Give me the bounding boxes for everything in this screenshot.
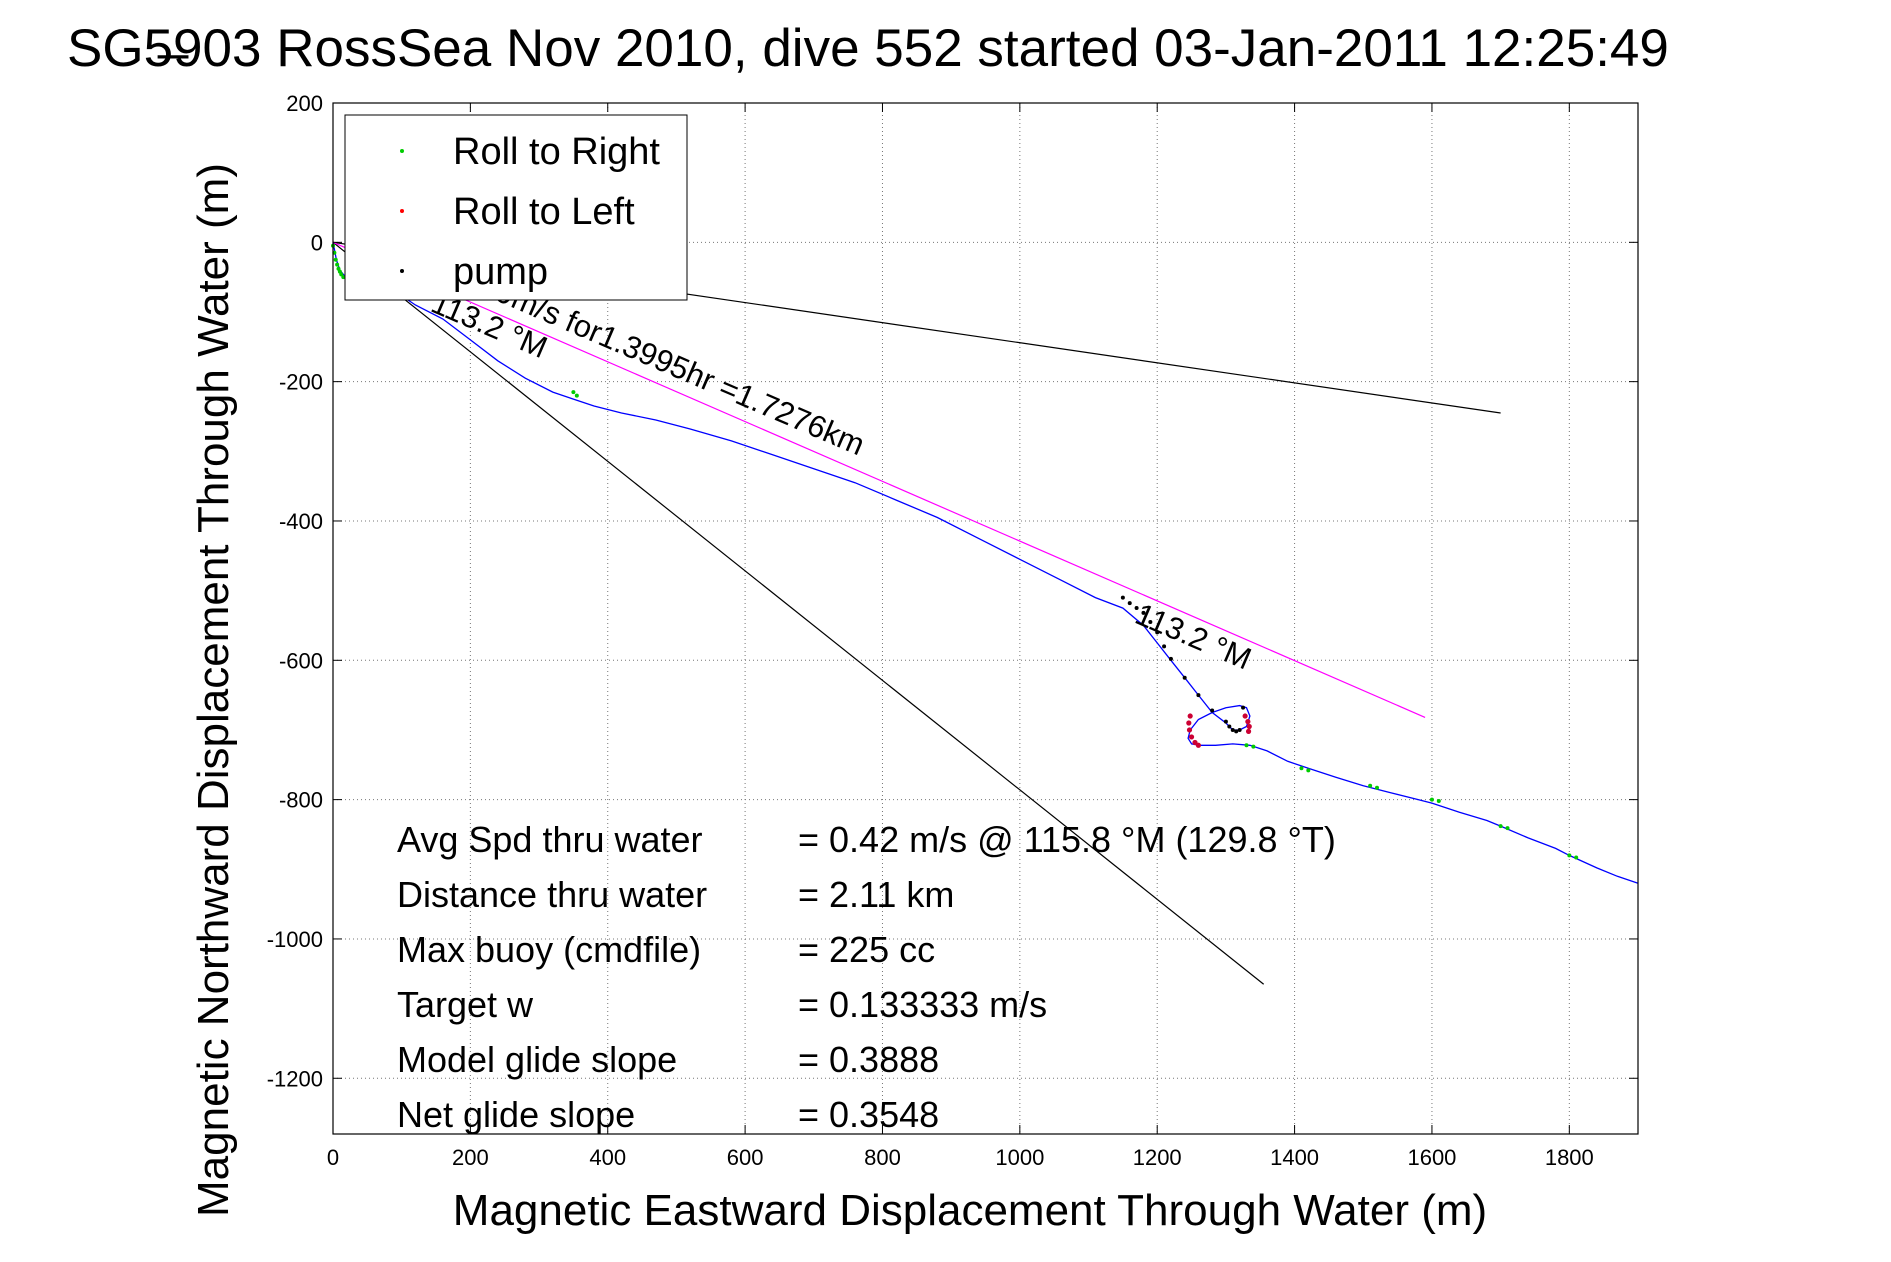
roll-right-point xyxy=(341,275,346,280)
stat-value: = 225 cc xyxy=(798,929,935,970)
y-tick-label: 0 xyxy=(311,230,323,255)
stat-label: Model glide slope xyxy=(397,1039,677,1080)
stat-value: = 0.3548 xyxy=(798,1094,939,1135)
pump-point xyxy=(1227,724,1232,729)
chart-title: SG5̶903 RossSea Nov 2010, dive 552 start… xyxy=(67,19,1669,78)
y-tick-label: -200 xyxy=(279,370,323,395)
heading-annotation: 113.2 °M xyxy=(1130,596,1256,676)
roll-left-point xyxy=(1245,728,1252,734)
pump-point xyxy=(1182,675,1187,680)
stat-label: Distance thru water xyxy=(397,874,707,915)
y-axis-label: Magnetic Northward Displacement Through … xyxy=(189,163,238,1217)
pump-point xyxy=(1141,610,1146,615)
roll-left-point xyxy=(1186,720,1192,726)
stat-value: = 2.11 km xyxy=(798,874,954,915)
y-tick-label: -1000 xyxy=(267,927,323,952)
roll-right-point xyxy=(339,272,344,277)
roll-right-point xyxy=(1375,785,1379,790)
roll-left-point xyxy=(1195,742,1202,748)
x-tick-label: 0 xyxy=(327,1145,339,1170)
roll-right-point xyxy=(335,262,340,267)
legend-marker xyxy=(400,149,404,153)
roll-right-point xyxy=(1244,743,1249,748)
roll-right-point xyxy=(1368,783,1373,788)
stat-label: Max buoy (cmdfile) xyxy=(397,929,701,970)
roll-right-point xyxy=(1498,824,1503,829)
stat-label: Target w xyxy=(397,984,534,1025)
roll-left-point xyxy=(1245,719,1251,725)
roll-left-point xyxy=(1187,713,1193,719)
legend-marker xyxy=(400,209,404,213)
legend-marker xyxy=(400,269,404,273)
pump-point xyxy=(1234,729,1239,734)
x-axis-label: Magnetic Eastward Displacement Through W… xyxy=(453,1186,1487,1235)
segment-heading xyxy=(332,241,1426,718)
y-tick-label: -1200 xyxy=(267,1066,323,1091)
pump-point xyxy=(1155,630,1160,635)
roll-right-point xyxy=(574,393,579,398)
x-tick-label: 600 xyxy=(727,1145,764,1170)
pump-point xyxy=(1134,606,1139,611)
pump-point xyxy=(1241,705,1246,710)
x-tick-label: 400 xyxy=(589,1145,626,1170)
roll-right-point xyxy=(1429,797,1434,802)
x-tick-label: 1200 xyxy=(1133,1145,1182,1170)
segment-lower xyxy=(332,241,1265,985)
pump-point xyxy=(1230,727,1235,732)
legend: Roll to Right Roll to Left pump xyxy=(344,114,688,301)
stat-value: = 0.3888 xyxy=(798,1039,939,1080)
roll-right-point xyxy=(1251,744,1256,749)
roll-right-point xyxy=(1436,799,1441,804)
roll-right-point xyxy=(1505,826,1510,831)
stat-label: Avg Spd thru water xyxy=(397,819,703,860)
pump-point xyxy=(1162,644,1167,649)
roll-right-point xyxy=(1299,766,1304,771)
stat-label: Net glide slope xyxy=(397,1094,635,1135)
x-tick-label: 200 xyxy=(452,1145,489,1170)
plot-frame xyxy=(332,102,1639,1135)
y-tick-label: -800 xyxy=(279,788,323,813)
pump-point xyxy=(1168,656,1173,661)
x-tick-label: 1000 xyxy=(995,1145,1044,1170)
roll-left-point xyxy=(1188,734,1195,740)
pump-point xyxy=(1210,708,1215,713)
roll-right-point xyxy=(1306,768,1311,773)
stat-value: = 0.42 m/s @ 115.8 °M (129.8 °T) xyxy=(798,819,1336,860)
y-tick-label: -400 xyxy=(279,509,323,534)
roll-right-point xyxy=(1567,853,1572,858)
pump-point xyxy=(1127,601,1132,606)
pump-point xyxy=(1237,727,1242,732)
legend-label: pump xyxy=(453,251,548,293)
legend-label: Roll to Left xyxy=(453,191,635,233)
roll-left-point xyxy=(1246,723,1252,730)
plot-series xyxy=(331,241,1639,985)
axis-ticks: 0 200 400 600 800 1000 1200 1400 1600 18002000-20… xyxy=(267,91,1638,1170)
roll-left-point xyxy=(1242,713,1248,719)
x-tick-label: 800 xyxy=(864,1145,901,1170)
y-tick-label: 200 xyxy=(286,91,323,116)
pump-point xyxy=(1148,619,1153,624)
roll-left-point xyxy=(1186,727,1193,733)
stat-value: = 0.133333 m/s xyxy=(798,984,1047,1025)
pump-point xyxy=(1120,595,1125,600)
x-tick-label: 1400 xyxy=(1270,1145,1319,1170)
y-tick-label: -600 xyxy=(279,648,323,673)
roll-left-point xyxy=(1192,739,1198,746)
roll-right-point xyxy=(1574,855,1579,860)
stats-block: Avg Spd thru water = 0.42 m/s @ 115.8 °M … xyxy=(397,819,1336,1135)
pump-point xyxy=(1223,719,1228,724)
roll-right-point xyxy=(333,257,338,262)
x-tick-label: 1800 xyxy=(1545,1145,1594,1170)
x-tick-label: 1600 xyxy=(1407,1145,1456,1170)
pump-point xyxy=(1196,693,1201,698)
legend-label: Roll to Right xyxy=(453,131,660,173)
roll-right-point xyxy=(571,390,576,395)
